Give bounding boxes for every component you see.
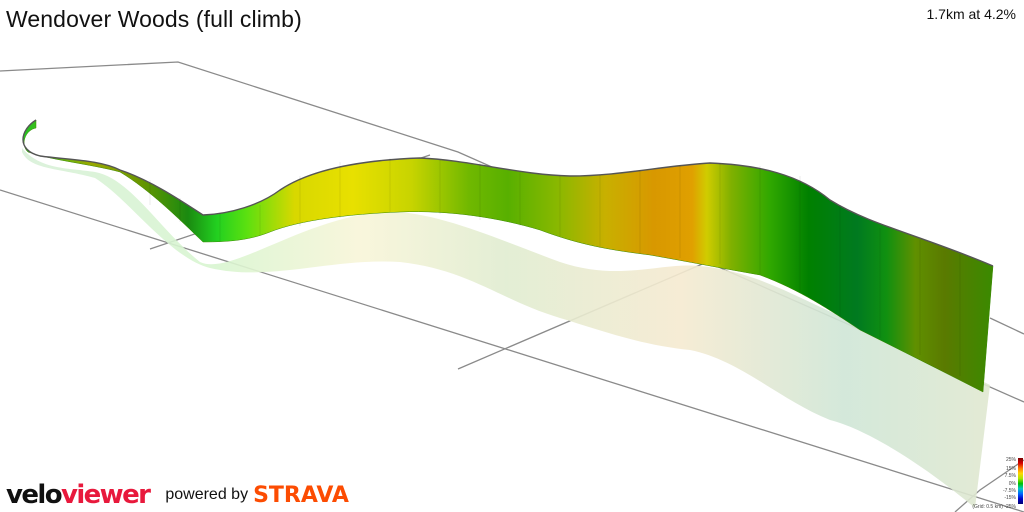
- gradient-legend: 25% 15% 7.5% 0% -7.5% -15% (Grid: 0.5 km…: [971, 454, 1023, 510]
- elevation-shadow: [22, 148, 990, 508]
- gradient-segments: [149, 158, 961, 376]
- gradient-color-scale: [1018, 458, 1023, 504]
- climb-title: Wendover Woods (full climb): [6, 6, 302, 32]
- climb-stat: 1.7km at 4.2%: [926, 6, 1017, 22]
- legend-tick: 7.5%: [1004, 473, 1016, 479]
- legend-grid-label: (Grid: 0.5 km) -25%: [972, 504, 1016, 510]
- legend-tick: 25%: [1005, 457, 1016, 463]
- legend-tick: -7.5%: [1002, 488, 1016, 494]
- elevation-top-edge: [22, 119, 994, 267]
- legend-tick: 15%: [1005, 466, 1016, 472]
- veloviewer-logo[interactable]: veloviewer: [6, 480, 151, 510]
- strava-logo[interactable]: STRAVA: [253, 482, 349, 508]
- legend-tick: 0%: [1008, 481, 1016, 487]
- powered-by-label: powered by: [165, 486, 249, 503]
- legend-tick: -15%: [1004, 495, 1016, 501]
- footer-branding: veloviewer powered by STRAVA: [6, 480, 349, 510]
